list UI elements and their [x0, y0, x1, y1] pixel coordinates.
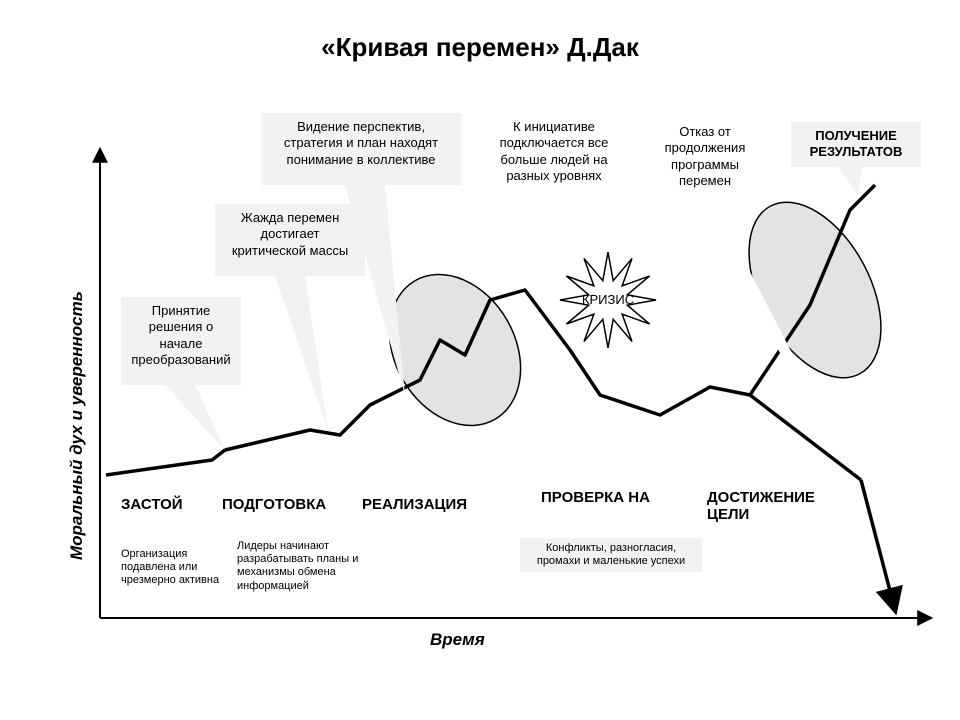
phase-desc-p1: Организация подавлена или чрезмерно акти… [121, 548, 221, 588]
failure-arrow [861, 480, 895, 610]
callout-c6: ПОЛУЧЕНИЕ РЕЗУЛЬТАТОВ [791, 122, 921, 167]
phase-label-p2: ПОДГОТОВКА [222, 497, 362, 514]
phase-label-p5: ДОСТИЖЕНИЕ ЦЕЛИ [707, 490, 837, 523]
x-axis-label: Время [430, 630, 485, 650]
callout-c2: Жажда перемен достигает критической масс… [215, 204, 365, 276]
callout-c5: Отказ от продолжения программы перемен [646, 118, 764, 206]
callout-c3: Видение перспектив, стратегия и план нах… [261, 113, 461, 185]
callout-tail [838, 166, 862, 195]
callout-tail [165, 385, 225, 450]
callout-tail [503, 221, 555, 288]
y-axis-label: Моральный дух и уверенность [67, 160, 87, 560]
callout-c4: К инициативе подключается все больше люд… [479, 113, 629, 221]
failure-branch [750, 395, 861, 480]
phase-label-p1: ЗАСТОЙ [121, 497, 201, 514]
phase-label-p3: РЕАЛИЗАЦИЯ [362, 497, 502, 514]
crisis-label: КРИЗИС [582, 292, 634, 307]
phase-desc-p2: Лидеры начинают разрабатывать планы и ме… [237, 540, 387, 593]
callout-tail [275, 276, 328, 430]
callout-c1: Принятие решения о начале преобразований [121, 297, 241, 385]
phase-desc-p4: Конфликты, разногласия, промахи и малень… [520, 538, 702, 572]
phase-label-p4: ПРОВЕРКА НА [541, 490, 661, 507]
